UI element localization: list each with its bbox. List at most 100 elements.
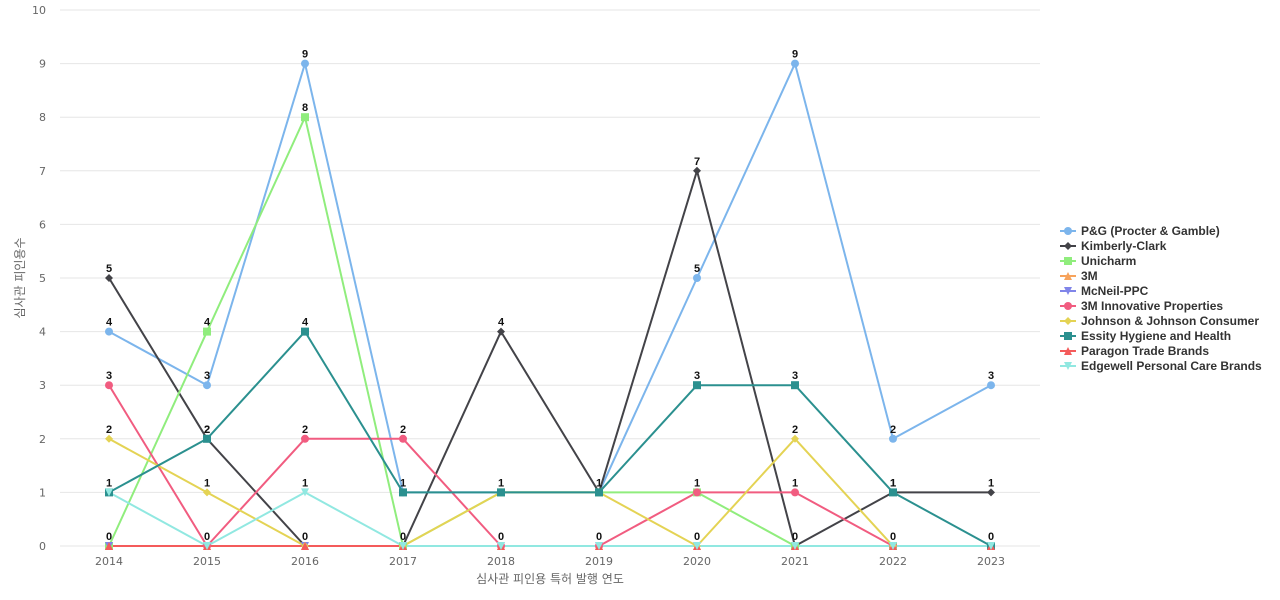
series-line-7 xyxy=(108,330,992,547)
x-tick-label: 2016 xyxy=(291,555,319,568)
y-tick-label: 10 xyxy=(32,4,46,17)
legend-marker xyxy=(1064,242,1072,250)
legend-marker xyxy=(1064,362,1072,370)
y-tick-label: 2 xyxy=(39,433,46,446)
data-point-marker xyxy=(203,381,211,390)
data-label: 3 xyxy=(106,370,112,382)
legend-marker xyxy=(1064,257,1072,265)
data-label: 1 xyxy=(694,477,700,489)
legend-label: Unicharm xyxy=(1081,254,1136,268)
y-tick-label: 9 xyxy=(39,58,46,71)
legend-marker xyxy=(1064,302,1072,310)
legend-marker xyxy=(1064,272,1072,280)
data-point-marker xyxy=(987,488,995,497)
data-point-marker xyxy=(399,488,407,497)
data-label: 0 xyxy=(988,531,994,543)
data-point-marker xyxy=(791,488,799,497)
data-label: 1 xyxy=(498,477,504,489)
data-label: 3 xyxy=(988,370,994,382)
data-label: 1 xyxy=(890,477,896,489)
legend-item[interactable]: Paragon Trade Brands xyxy=(1060,344,1209,358)
data-point-marker xyxy=(203,434,211,443)
data-label: 3 xyxy=(694,370,700,382)
legend-label: P&G (Procter & Gamble) xyxy=(1081,224,1220,238)
series-lines xyxy=(108,62,992,547)
x-tick-label: 2023 xyxy=(977,555,1005,568)
data-point-marker xyxy=(693,166,701,175)
legend-marker xyxy=(1064,317,1072,325)
x-axis-ticks: 2014 2015 2016 2017 2018 2019 2020 2021 2022 2023 xyxy=(95,555,1005,568)
data-label: 9 xyxy=(302,49,308,61)
data-label: 1 xyxy=(204,477,210,489)
legend[interactable]: P&G (Procter & Gamble)Kimberly-ClarkUnic… xyxy=(1060,224,1262,373)
data-point-marker xyxy=(791,542,799,550)
y-tick-label: 6 xyxy=(39,218,46,231)
data-point-marker xyxy=(301,59,309,68)
legend-item[interactable]: McNeil-PPC xyxy=(1060,284,1149,298)
data-label: 1 xyxy=(400,477,406,489)
series-line-1 xyxy=(108,169,991,547)
legend-item[interactable]: Kimberly-Clark xyxy=(1060,239,1167,253)
data-point-marker xyxy=(693,274,701,282)
data-label: 1 xyxy=(792,477,798,489)
data-label: 2 xyxy=(106,424,112,436)
legend-item[interactable]: 3M Innovative Properties xyxy=(1060,299,1223,313)
legend-item[interactable]: Johnson & Johnson Consumer xyxy=(1060,314,1259,328)
data-point-marker xyxy=(889,488,897,497)
data-label: 0 xyxy=(400,531,406,543)
x-tick-label: 2017 xyxy=(389,555,417,568)
legend-label: Paragon Trade Brands xyxy=(1081,344,1209,358)
x-tick-label: 2014 xyxy=(95,555,123,568)
data-point-marker xyxy=(105,488,113,497)
data-point-marker xyxy=(987,542,995,550)
legend-marker xyxy=(1064,227,1072,235)
y-tick-label: 0 xyxy=(39,540,46,553)
data-label: 0 xyxy=(792,531,798,543)
data-point-marker xyxy=(889,542,897,550)
legend-item[interactable]: Unicharm xyxy=(1060,254,1136,268)
data-point-marker xyxy=(889,434,897,443)
legend-label: Essity Hygiene and Health xyxy=(1081,329,1231,343)
data-label: 2 xyxy=(204,424,210,436)
legend-label: Johnson & Johnson Consumer xyxy=(1081,314,1259,328)
data-label: 0 xyxy=(890,531,896,543)
legend-item[interactable]: 3M xyxy=(1060,269,1098,283)
data-point-marker xyxy=(497,327,505,336)
data-label: 5 xyxy=(106,263,112,275)
data-label: 1 xyxy=(596,477,602,489)
data-label: 1 xyxy=(302,477,308,489)
x-axis-title: 심사관 피인용 특허 발행 연도 xyxy=(476,571,624,586)
legend-item[interactable]: Edgewell Personal Care Brands xyxy=(1060,359,1262,373)
data-label: 4 xyxy=(204,317,211,329)
data-label: 9 xyxy=(792,49,798,61)
data-point-marker xyxy=(693,381,701,390)
x-tick-label: 2020 xyxy=(683,555,711,568)
data-label: 8 xyxy=(302,102,308,114)
data-label: 1 xyxy=(988,477,994,489)
legend-label: McNeil-PPC xyxy=(1081,284,1149,298)
legend-item[interactable]: P&G (Procter & Gamble) xyxy=(1060,224,1220,238)
y-tick-label: 5 xyxy=(39,272,46,285)
data-label: 2 xyxy=(302,424,308,436)
data-label: 7 xyxy=(694,156,700,168)
data-point-marker xyxy=(203,542,211,550)
data-point-marker xyxy=(301,327,309,336)
data-point-marker xyxy=(301,113,309,122)
data-label: 0 xyxy=(204,531,210,543)
legend-item[interactable]: Essity Hygiene and Health xyxy=(1060,329,1231,343)
data-point-marker xyxy=(497,542,505,550)
data-label: 2 xyxy=(400,424,406,436)
data-point-marker xyxy=(399,542,407,550)
data-label: 1 xyxy=(890,477,896,489)
x-tick-label: 2019 xyxy=(585,555,613,568)
data-point-marker xyxy=(203,327,211,336)
data-label: 0 xyxy=(498,531,504,543)
x-tick-label: 2021 xyxy=(781,555,809,568)
data-point-marker xyxy=(105,434,113,443)
data-label: 4 xyxy=(302,317,309,329)
legend-label: Edgewell Personal Care Brands xyxy=(1081,359,1262,373)
data-label: 0 xyxy=(106,531,112,543)
data-label: 0 xyxy=(694,531,700,543)
y-axis-title: 심사관 피인용수 xyxy=(13,237,27,318)
